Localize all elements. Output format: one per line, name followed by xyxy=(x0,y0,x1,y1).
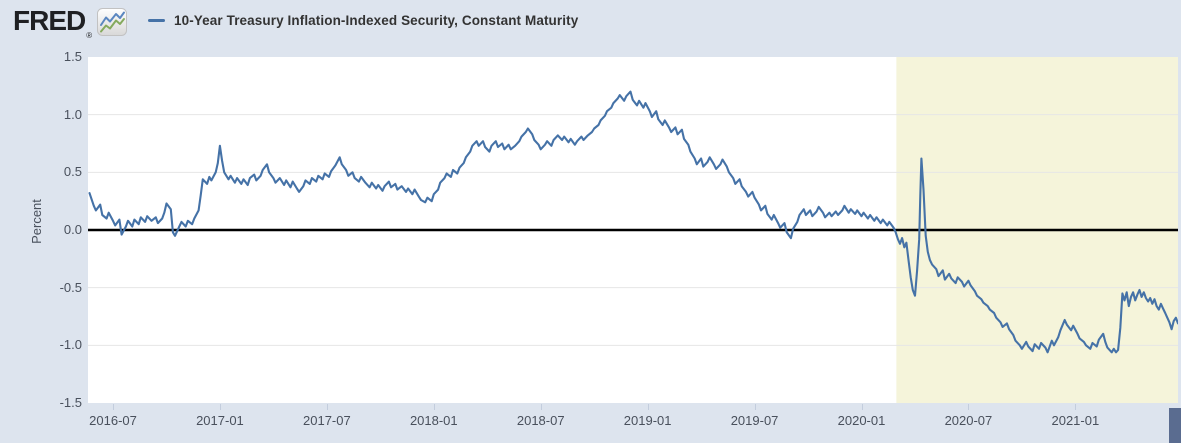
y-tick-label: -1.5 xyxy=(59,395,82,410)
fred-logo[interactable]: FRED ® xyxy=(13,5,128,41)
y-tick-label: -0.5 xyxy=(59,279,82,295)
y-tick-label: 0.0 xyxy=(63,222,82,237)
time-series-chart xyxy=(88,57,1178,403)
x-tick-label: 2020-07 xyxy=(944,413,993,428)
x-tick-label: 2016-07 xyxy=(89,413,137,428)
scrollbar-thumb[interactable] xyxy=(1169,408,1181,443)
x-tick-label: 2019-01 xyxy=(623,413,672,428)
x-tick-mark xyxy=(113,404,115,410)
x-tick-label: 2020-01 xyxy=(837,413,886,428)
x-tick-label: 2019-07 xyxy=(730,413,779,428)
line-chart-icon xyxy=(97,8,128,41)
series-line xyxy=(88,90,1178,354)
y-tick-label: -1.0 xyxy=(59,337,82,353)
x-tick-label: 2021-01 xyxy=(1051,413,1100,428)
x-tick-mark xyxy=(540,404,542,410)
fred-wordmark: FRED xyxy=(13,5,86,36)
x-tick-label: 2018-07 xyxy=(516,413,565,428)
series-marker xyxy=(148,19,165,22)
x-tick-mark xyxy=(326,404,328,410)
x-tick-mark xyxy=(968,404,970,410)
x-tick-mark xyxy=(861,404,863,410)
y-tick-label: 1.5 xyxy=(63,49,82,64)
x-tick-mark xyxy=(433,404,435,410)
x-tick-mark xyxy=(219,404,221,410)
legend-item[interactable]: 10-Year Treasury Inflation-Indexed Secur… xyxy=(148,13,578,28)
x-tick-label: 2017-01 xyxy=(196,413,244,428)
x-tick-mark xyxy=(754,404,756,410)
chart-header: FRED ® 10-Year Treasury Inflation-Indexe… xyxy=(0,0,1181,48)
series-legend-label: 10-Year Treasury Inflation-Indexed Secur… xyxy=(174,13,579,28)
registered-trademark: ® xyxy=(86,31,93,40)
x-tick-label: 2017-07 xyxy=(303,413,351,428)
x-tick-label: 2018-01 xyxy=(409,413,458,428)
y-tick-label: 0.5 xyxy=(63,164,82,180)
plot-area[interactable] xyxy=(88,57,1178,403)
x-tick-mark xyxy=(1075,404,1077,410)
y-tick-label: 1.0 xyxy=(63,106,82,122)
x-tick-mark xyxy=(647,404,649,410)
